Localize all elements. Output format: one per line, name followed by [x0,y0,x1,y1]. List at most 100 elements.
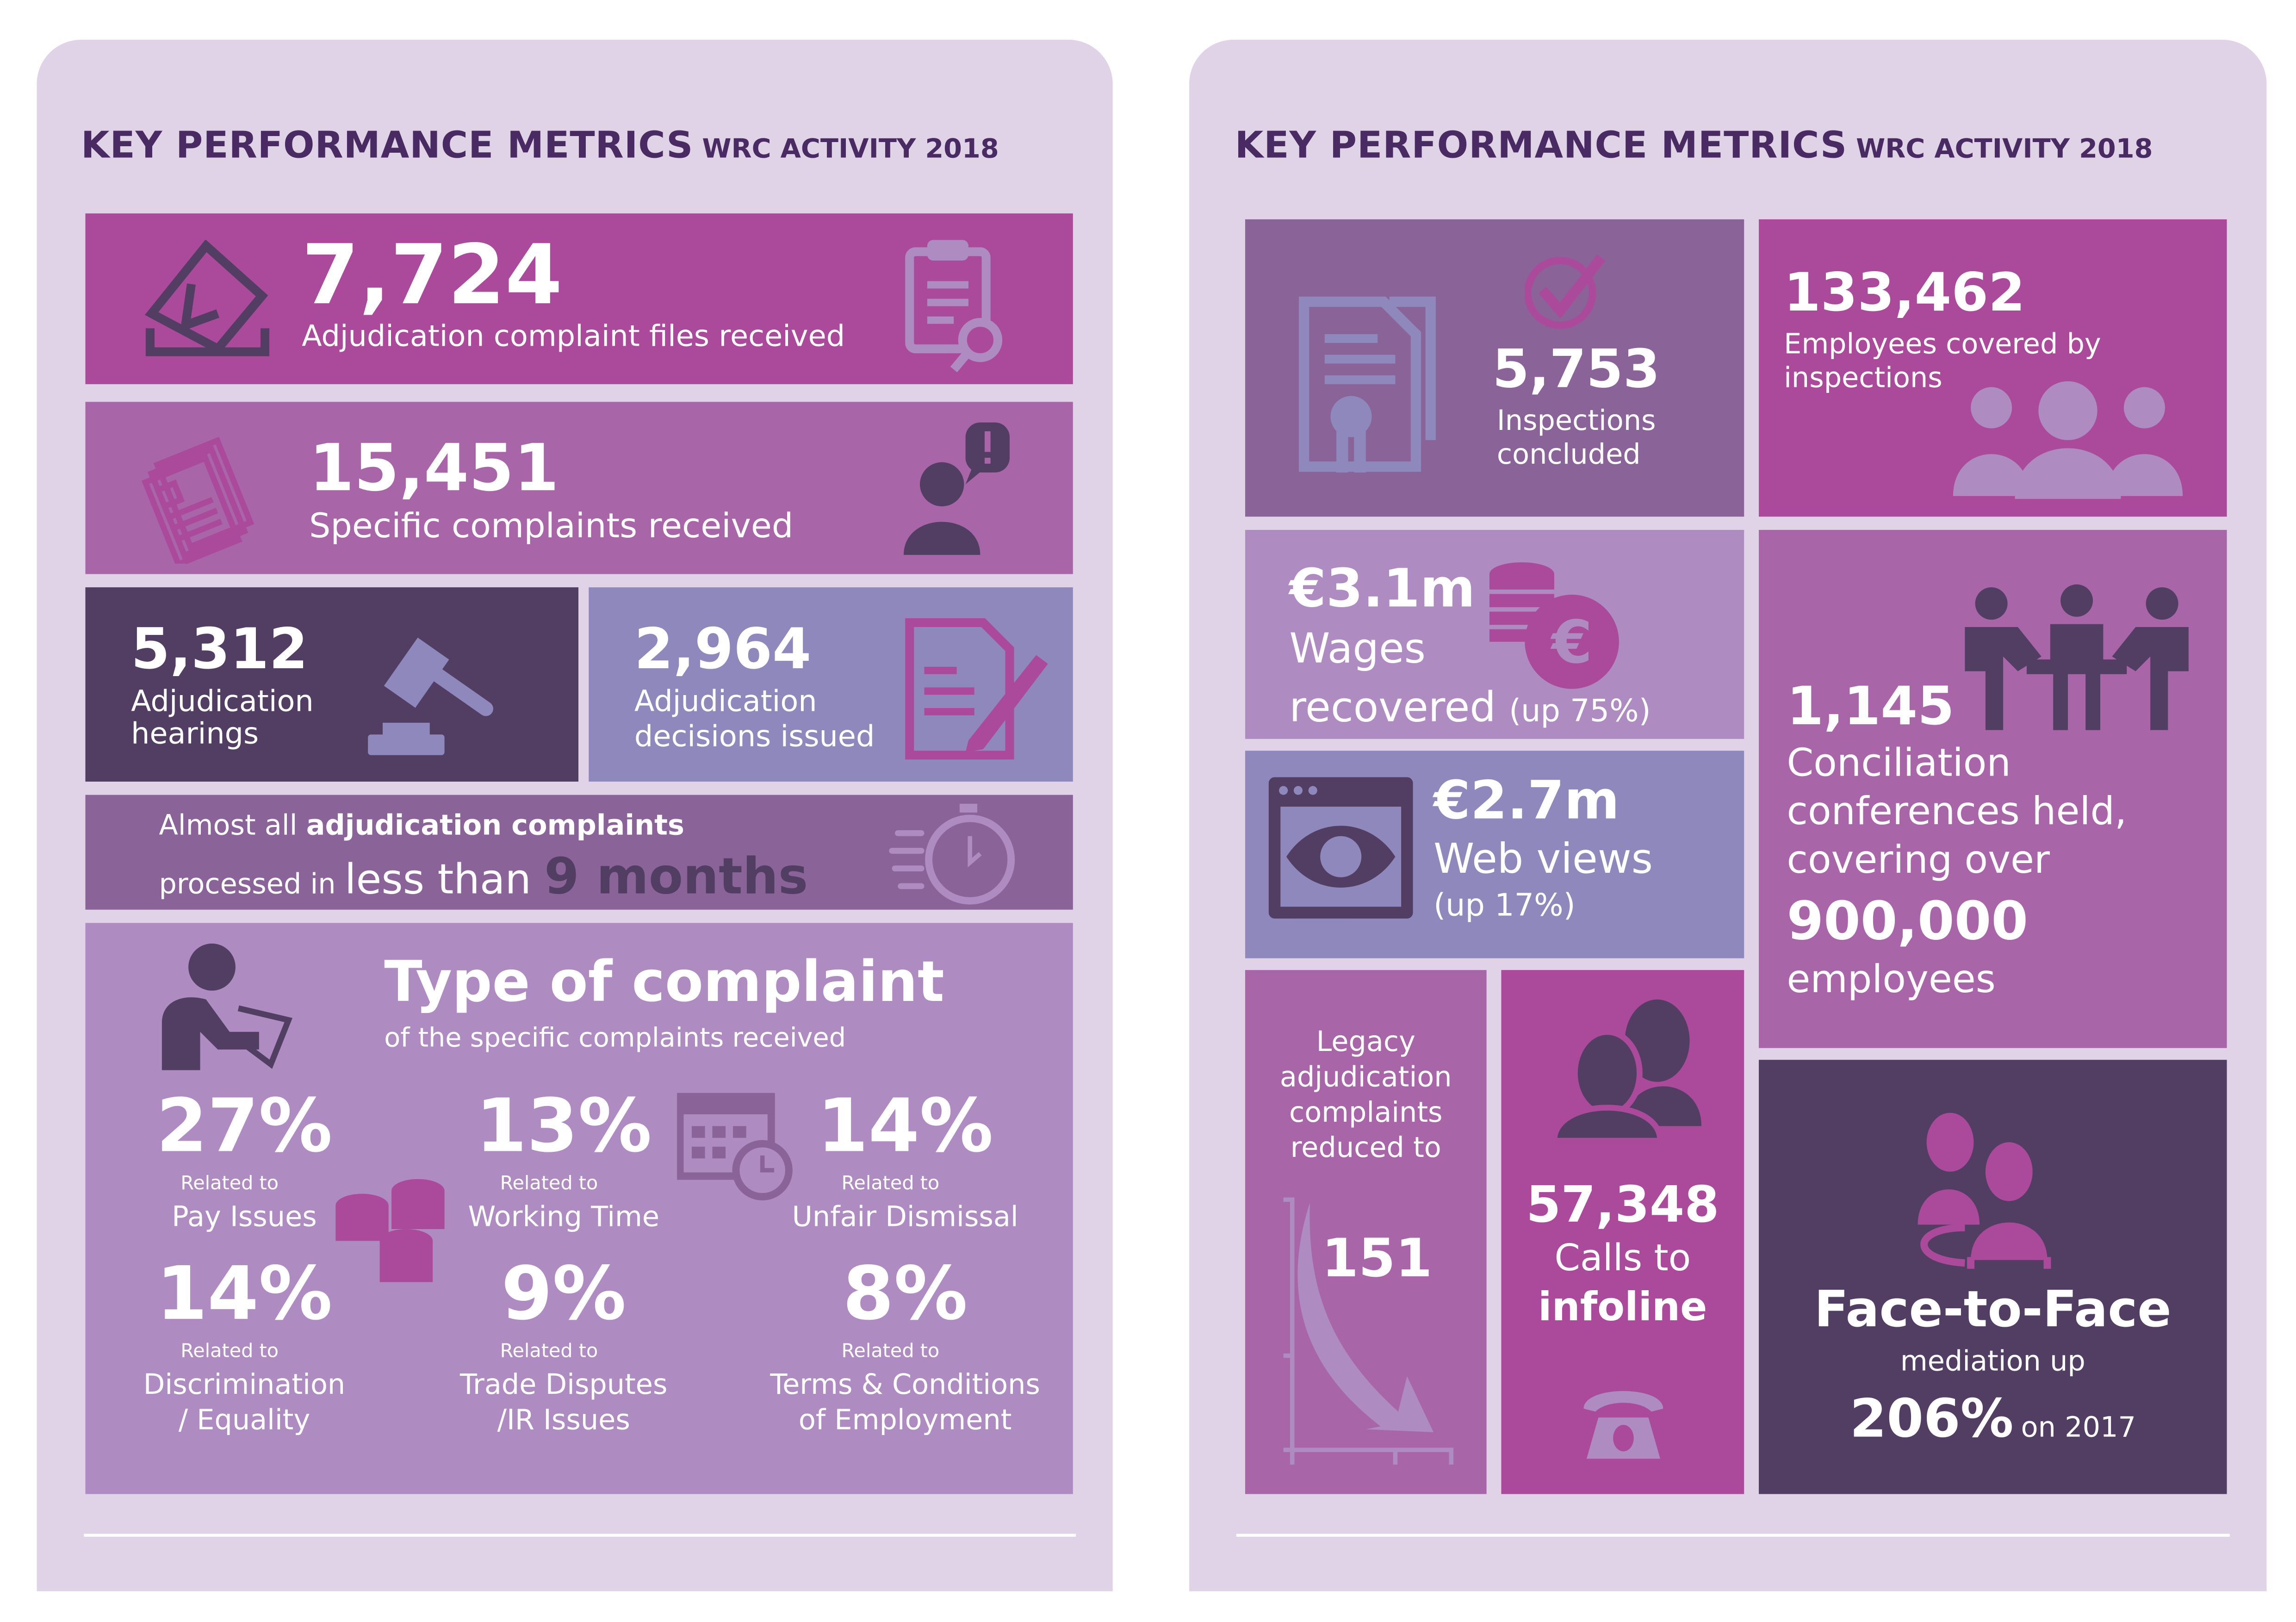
inspections-value: 5,753 [1492,340,1660,401]
complaint-type-percent: 8% [843,1251,968,1337]
hearings-label-2: hearings [131,715,259,751]
processing-tile: Almost all adjudication complaints proce… [85,795,1073,910]
employees-label-2: inspections [1784,362,1942,395]
complaint-type-category: Working Time [468,1201,660,1234]
complaint-types-tile: Type of complaint of the specific compla… [85,923,1073,1494]
inspections-label-1: Inspections [1496,404,1656,437]
stopwatch-icon [889,803,1015,905]
certificate-icon [1299,296,1436,473]
complaint-type-related-label: Related to [500,1173,598,1195]
complaint-type-category: Trade Disputes [459,1369,668,1402]
complaint-type-category: Unfair Dismissal [792,1201,1018,1234]
files-received-tile: 7,724 Adjudication complaint files recei… [85,213,1073,385]
employees-label-1: Employees covered by [1784,328,2101,361]
telephone-icon [1583,1391,1663,1459]
meeting-people-icon [1965,584,2189,730]
types-subtitle: of the specific complaints received [384,1023,846,1054]
conciliation-value: 1,145 [1787,677,1955,738]
legacy-line-3: complaints [1289,1096,1443,1129]
decisions-label-2: decisions issued [634,718,875,754]
calendar-clock-icon [677,1093,793,1200]
calls-tile: 57,348 Calls to infoline [1501,970,1744,1494]
calls-label-1: Calls to [1554,1236,1691,1280]
wages-label-1: Wages [1289,624,1426,673]
mediation-change: 206% on 2017 [1849,1389,2136,1450]
mediation-title: Face-to-Face [1814,1280,2172,1340]
complaint-type-category-cont: / Equality [178,1404,310,1437]
left-divider [84,1534,1076,1537]
inspections-tile: 5,753 Inspections concluded [1245,219,1744,517]
legacy-line-1: Legacy [1316,1026,1415,1058]
wages-label-2: recovered (up 75%) [1289,683,1651,732]
wages-tile: €3.1m Wages recovered (up 75%) € [1245,530,1744,739]
specific-complaints-tile: 15,451 Specific complaints received [85,402,1073,574]
conciliation-employees-value: 900,000 [1787,892,2029,952]
hearings-label-1: Adjudication [131,683,314,719]
clipboard-search-icon [905,240,1003,373]
conciliation-line-3: covering over [1787,839,2050,883]
inspections-label-2: concluded [1496,438,1641,471]
complaint-type-category-cont: of Employment [798,1404,1012,1437]
files-value: 7,724 [302,228,563,324]
gavel-icon [368,637,493,755]
web-value: €2.7m [1433,771,1620,832]
complaint-type-percent: 13% [475,1083,652,1169]
employees-covered-tile: 133,462 Employees covered by inspections [1759,219,2227,517]
ballot-box-icon [144,240,270,356]
complaint-type-percent: 9% [501,1251,627,1337]
complaint-type-category: Discrimination [143,1369,346,1402]
complaint-type-related-label: Related to [841,1341,940,1363]
files-label: Adjudication complaint files received [302,318,845,354]
document-sign-icon [905,618,1048,760]
employees-group-icon [1953,381,2183,499]
euro-coins-icon: € [1489,562,1619,689]
specific-label: Specific complaints received [309,508,794,547]
hearings-value: 5,312 [131,616,308,682]
legacy-line-4: reduced to [1290,1132,1441,1165]
conciliation-line-4: employees [1787,958,1996,1003]
complaint-type-category-cont: /IR Issues [497,1404,630,1437]
decisions-tile: 2,964 Adjudication decisions issued [589,587,1073,782]
calls-value: 57,348 [1526,1176,1719,1235]
complaint-type-percent: 14% [156,1251,333,1337]
web-views-tile: €2.7m Web views (up 17%) [1245,751,1744,958]
decisions-value: 2,964 [634,616,812,682]
svg-text:€: € [1550,608,1593,677]
complaint-type-related-label: Related to [500,1341,598,1363]
decisions-label-1: Adjudication [634,683,817,719]
employees-value: 133,462 [1784,263,2025,324]
mediation-label: mediation up [1900,1345,2085,1378]
processing-line-2: processed in less than 9 months [159,848,808,907]
wages-value: €3.1m [1289,559,1476,620]
checkmark-circle-icon [1525,254,1606,329]
processing-line-1: Almost all adjudication complaints [159,809,685,842]
right-divider [1236,1534,2230,1537]
legacy-line-2: adjudication [1279,1061,1452,1094]
legacy-value: 151 [1322,1229,1433,1290]
complaint-type-category: Pay Issues [172,1201,317,1234]
coins-icon [335,1179,445,1282]
web-label: Web views [1433,834,1653,883]
conciliation-line-2: conferences held, [1787,790,2127,835]
complaint-type-percent: 14% [817,1083,993,1169]
mediation-people-icon [1917,1112,2051,1269]
left-panel-title: KEY PERFORMANCE METRICS WRC ACTIVITY 2018 [81,124,999,167]
types-title: Type of complaint [384,949,944,1014]
browser-eye-icon [1268,777,1413,919]
complaint-type-related-label: Related to [180,1341,279,1363]
declining-chart-icon [1283,1197,1454,1465]
right-panel-title: KEY PERFORMANCE METRICS WRC ACTIVITY 2018 [1235,124,2153,167]
legacy-complaints-tile: Legacy adjudication complaints reduced t… [1245,970,1487,1494]
mediation-tile: Face-to-Face mediation up 206% on 2017 [1759,1060,2227,1494]
call-centre-agents-icon [1551,999,1702,1141]
hearings-tile: 5,312 Adjudication hearings [85,587,579,782]
web-change: (up 17%) [1433,888,1576,923]
specific-value: 15,451 [309,431,559,507]
calls-label-2: infoline [1538,1285,1707,1331]
complaint-type-category: Terms & Conditions [770,1369,1040,1402]
documents-icon [141,437,254,564]
person-alert-icon [904,422,1010,555]
conciliation-line-1: Conciliation [1787,742,2011,786]
complaint-type-percent: 27% [156,1083,333,1169]
person-reading-icon [161,943,293,1070]
